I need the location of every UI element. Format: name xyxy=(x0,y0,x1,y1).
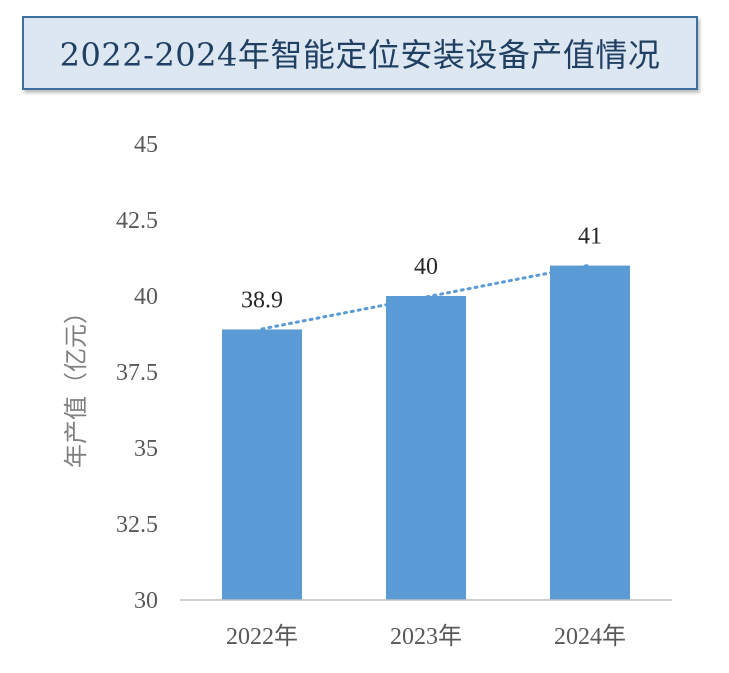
data-label: 40 xyxy=(414,254,438,280)
y-tick-label: 37.5 xyxy=(116,360,158,386)
chart-title-box: 2022-2024年智能定位安装设备产值情况 xyxy=(22,16,698,90)
x-tick-label: 2023年 xyxy=(390,623,462,650)
y-tick-label: 40 xyxy=(134,284,158,310)
y-tick-label: 42.5 xyxy=(116,208,158,234)
data-label: 38.9 xyxy=(241,287,283,313)
trendline xyxy=(260,263,592,331)
y-tick-label: 30 xyxy=(134,588,158,614)
y-tick-label: 45 xyxy=(134,132,158,158)
bar xyxy=(550,265,630,600)
x-tick-label: 2022年 xyxy=(226,623,298,650)
chart-title: 2022-2024年智能定位安装设备产值情况 xyxy=(59,36,661,74)
y-tick-label: 35 xyxy=(134,436,158,462)
bar xyxy=(222,329,302,600)
x-tick-label: 2024年 xyxy=(554,623,626,650)
y-tick-label: 32.5 xyxy=(116,512,158,538)
data-label: 41 xyxy=(578,224,602,250)
y-axis-title: 年产值（亿元） xyxy=(62,300,90,468)
bar xyxy=(386,296,466,600)
